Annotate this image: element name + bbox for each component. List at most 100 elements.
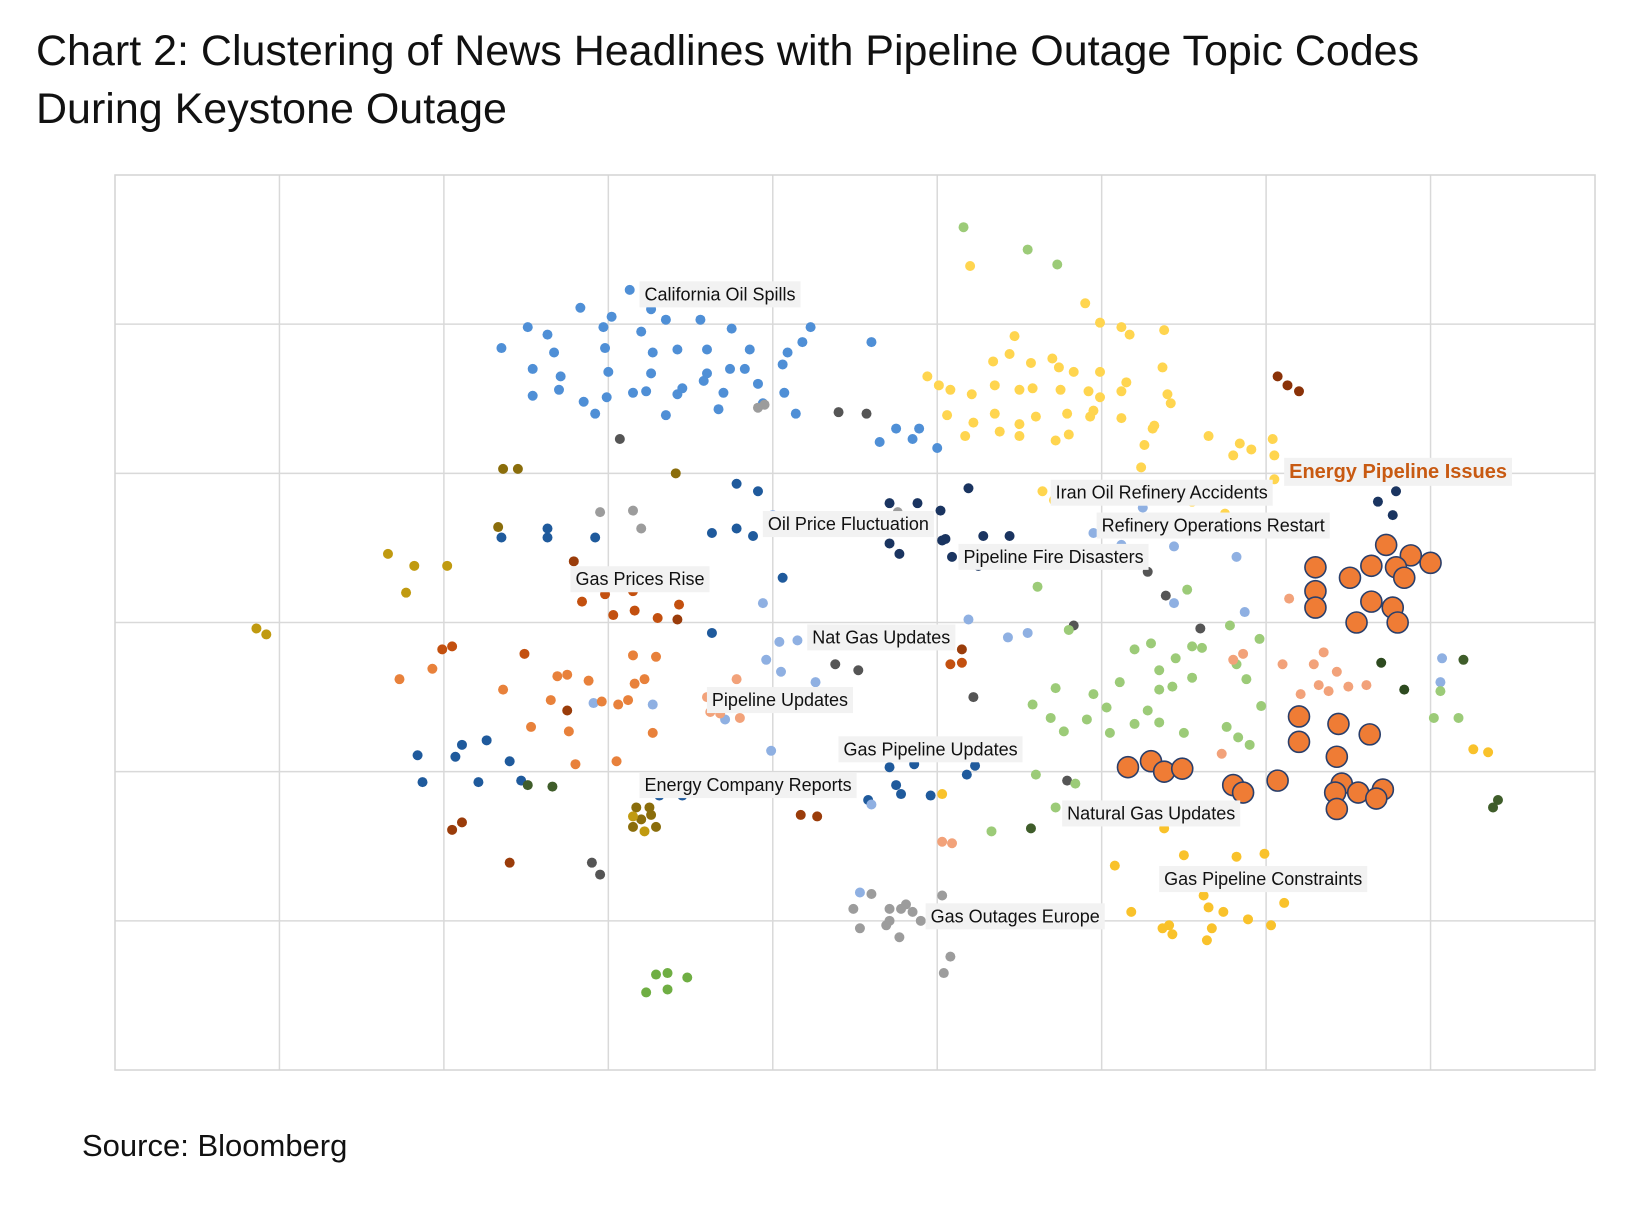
cluster-label: Energy Pipeline Issues bbox=[1284, 457, 1513, 486]
data-point bbox=[1239, 607, 1250, 618]
highlight-point bbox=[1345, 611, 1368, 634]
data-point bbox=[1201, 935, 1212, 946]
data-point bbox=[935, 505, 946, 516]
data-point bbox=[1083, 386, 1094, 397]
label-background bbox=[570, 566, 710, 593]
data-point bbox=[1391, 486, 1402, 497]
cluster-label-text: California Oil Spills bbox=[645, 284, 796, 304]
data-point bbox=[588, 698, 599, 709]
data-point bbox=[966, 389, 977, 400]
data-point bbox=[963, 483, 974, 494]
data-point bbox=[646, 368, 657, 379]
data-point bbox=[1182, 584, 1193, 595]
data-point bbox=[261, 629, 272, 640]
cluster-label: California Oil Spills bbox=[639, 281, 801, 308]
data-point bbox=[945, 951, 956, 962]
data-point bbox=[526, 721, 537, 732]
data-point bbox=[1121, 377, 1132, 388]
data-point bbox=[1047, 353, 1058, 364]
data-point bbox=[731, 523, 742, 534]
data-point bbox=[672, 614, 683, 625]
data-point bbox=[570, 759, 581, 770]
data-point bbox=[1343, 681, 1354, 692]
cluster-label: Gas Pipeline Updates bbox=[838, 736, 1023, 763]
data-point bbox=[1313, 680, 1324, 691]
data-point bbox=[682, 972, 693, 983]
chart-title: Chart 2: Clustering of News Headlines wi… bbox=[36, 27, 1420, 133]
label-background bbox=[762, 511, 934, 538]
data-point bbox=[611, 756, 622, 767]
data-point bbox=[641, 987, 652, 998]
data-point bbox=[894, 932, 905, 943]
data-point bbox=[1058, 726, 1069, 737]
data-point bbox=[450, 751, 461, 762]
data-point bbox=[915, 915, 926, 926]
plot-frame bbox=[114, 174, 1596, 1071]
label-background bbox=[838, 736, 1023, 763]
data-point bbox=[1142, 705, 1153, 716]
data-point bbox=[1014, 431, 1025, 442]
data-point bbox=[1009, 331, 1020, 342]
data-point bbox=[1045, 712, 1056, 723]
data-point bbox=[652, 613, 663, 624]
data-point bbox=[891, 423, 902, 434]
data-point bbox=[1221, 721, 1232, 732]
data-point bbox=[1129, 718, 1140, 729]
data-point bbox=[1022, 627, 1033, 638]
data-point bbox=[595, 869, 606, 880]
data-point bbox=[1030, 769, 1041, 780]
data-point bbox=[884, 762, 895, 773]
label-background bbox=[1284, 457, 1513, 486]
data-point bbox=[613, 699, 624, 710]
data-points bbox=[251, 222, 1503, 998]
data-point bbox=[706, 627, 717, 638]
data-point bbox=[552, 671, 563, 682]
data-point bbox=[644, 802, 655, 813]
highlight-point bbox=[1116, 755, 1140, 779]
highlight-point bbox=[1360, 554, 1383, 578]
data-point bbox=[1308, 659, 1319, 670]
data-point bbox=[493, 522, 504, 533]
data-point bbox=[427, 663, 438, 674]
data-point bbox=[251, 623, 262, 634]
data-point bbox=[1267, 434, 1278, 445]
data-point bbox=[861, 408, 872, 419]
data-point bbox=[660, 314, 671, 325]
data-point bbox=[884, 538, 895, 549]
data-point bbox=[1323, 686, 1334, 697]
data-point bbox=[651, 969, 662, 980]
data-point bbox=[629, 678, 640, 689]
data-point bbox=[636, 523, 647, 534]
data-point bbox=[757, 598, 768, 609]
data-point bbox=[473, 777, 484, 788]
data-point bbox=[412, 750, 423, 761]
data-point bbox=[662, 984, 673, 995]
highlight-point bbox=[1325, 797, 1349, 821]
data-point bbox=[670, 468, 681, 479]
data-point bbox=[792, 635, 803, 646]
data-point bbox=[956, 644, 967, 655]
data-point bbox=[989, 380, 1000, 391]
data-point bbox=[549, 347, 560, 358]
data-point bbox=[1004, 349, 1015, 359]
data-point bbox=[660, 410, 671, 421]
data-point bbox=[776, 666, 786, 677]
data-point bbox=[1050, 802, 1061, 813]
data-point bbox=[718, 387, 729, 398]
data-point bbox=[1037, 486, 1048, 497]
data-point bbox=[498, 463, 509, 474]
label-background bbox=[639, 772, 857, 799]
label-background bbox=[706, 687, 854, 714]
data-point bbox=[937, 890, 948, 901]
data-point bbox=[496, 532, 507, 543]
data-point bbox=[1032, 581, 1043, 592]
data-point bbox=[896, 903, 907, 914]
data-point bbox=[628, 821, 638, 832]
data-point bbox=[555, 371, 566, 382]
data-point bbox=[662, 968, 673, 979]
data-point bbox=[575, 302, 586, 313]
data-point bbox=[713, 404, 724, 415]
data-point bbox=[1062, 775, 1073, 786]
data-point bbox=[545, 695, 556, 706]
data-point bbox=[522, 780, 533, 791]
